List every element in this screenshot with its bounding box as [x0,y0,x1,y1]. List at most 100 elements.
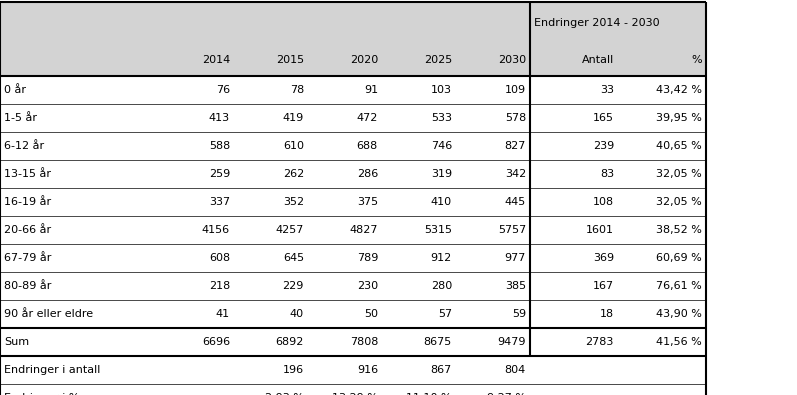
Bar [382,244,456,272]
Bar [308,384,382,395]
Text: 38,52 %: 38,52 % [656,225,702,235]
Bar [618,76,706,104]
Bar [308,44,382,76]
Text: 259: 259 [209,169,230,179]
Text: 90 år eller eldre: 90 år eller eldre [4,309,93,319]
Text: 2030: 2030 [498,55,526,65]
Bar [530,132,618,160]
Text: %: % [691,55,702,65]
Text: 32,05 %: 32,05 % [656,169,702,179]
Text: 2783: 2783 [586,337,614,347]
Text: 40: 40 [290,309,304,319]
Text: 5757: 5757 [498,225,526,235]
Bar [308,160,382,188]
Text: 342: 342 [505,169,526,179]
Text: 916: 916 [357,365,378,375]
Text: 413: 413 [209,113,230,123]
Bar [530,188,618,216]
Text: 352: 352 [283,197,304,207]
Bar [456,384,530,395]
Text: 59: 59 [512,309,526,319]
Bar [234,132,308,160]
Bar [0,272,160,300]
Bar [530,356,618,384]
Text: 4156: 4156 [202,225,230,235]
Bar [234,244,308,272]
Text: 32,05 %: 32,05 % [656,197,702,207]
Bar [530,272,618,300]
Bar [530,2,706,44]
Text: 912: 912 [430,253,452,263]
Text: 80-89 år: 80-89 år [4,281,51,291]
Bar [530,104,618,132]
Text: 2025: 2025 [424,55,452,65]
Bar [0,328,160,356]
Bar [382,44,456,76]
Bar [308,356,382,384]
Bar [530,76,618,104]
Bar [618,188,706,216]
Bar [530,300,618,328]
Text: 977: 977 [505,253,526,263]
Bar [456,300,530,328]
Text: 4257: 4257 [276,225,304,235]
Text: 533: 533 [431,113,452,123]
Text: 286: 286 [357,169,378,179]
Bar [382,300,456,328]
Bar [234,328,308,356]
Bar [456,328,530,356]
Text: 57: 57 [438,309,452,319]
Text: 83: 83 [600,169,614,179]
Text: 280: 280 [430,281,452,291]
Bar [382,160,456,188]
Text: 6892: 6892 [276,337,304,347]
Bar [308,188,382,216]
Text: 41,56 %: 41,56 % [656,337,702,347]
Text: 4827: 4827 [350,225,378,235]
Bar [0,104,160,132]
Bar [618,104,706,132]
Bar [0,132,160,160]
Bar [0,216,160,244]
Bar [618,272,706,300]
Bar [160,188,234,216]
Bar [308,216,382,244]
Text: 472: 472 [356,113,378,123]
Bar [234,160,308,188]
Bar [308,132,382,160]
Text: 0 år: 0 år [4,85,26,95]
Bar [160,356,234,384]
Bar [382,216,456,244]
Text: 103: 103 [431,85,452,95]
Bar [234,300,308,328]
Bar [456,132,530,160]
Text: 867: 867 [430,365,452,375]
Text: 78: 78 [290,85,304,95]
Bar [234,188,308,216]
Bar [382,272,456,300]
Text: 13-15 år: 13-15 år [4,169,51,179]
Bar [160,300,234,328]
Bar [618,244,706,272]
Text: 410: 410 [431,197,452,207]
Bar [0,356,160,384]
Bar [618,328,706,356]
Bar [618,300,706,328]
Text: 2014: 2014 [202,55,230,65]
Bar [308,104,382,132]
Text: 76,61 %: 76,61 % [656,281,702,291]
Text: 230: 230 [357,281,378,291]
Bar [530,244,618,272]
Text: 385: 385 [505,281,526,291]
Text: 319: 319 [431,169,452,179]
Text: 8675: 8675 [424,337,452,347]
Bar [160,328,234,356]
Text: 18: 18 [600,309,614,319]
Bar [530,216,618,244]
Text: 76: 76 [216,85,230,95]
Bar [160,76,234,104]
Bar [456,160,530,188]
Text: 167: 167 [593,281,614,291]
Bar [382,104,456,132]
Bar [0,300,160,328]
